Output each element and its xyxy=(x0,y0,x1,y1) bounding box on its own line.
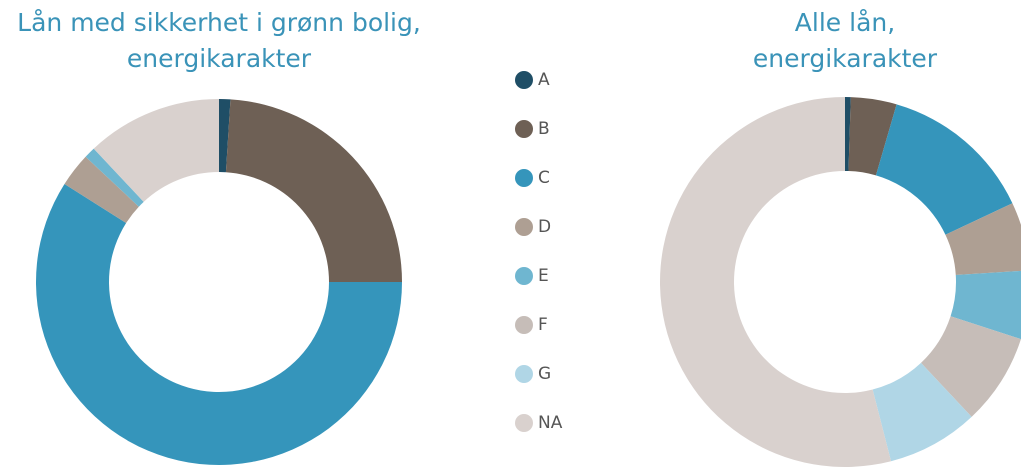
donut-segment xyxy=(872,362,972,462)
legend-label: F xyxy=(538,315,548,335)
donut-segment xyxy=(875,104,1013,235)
legend-label: C xyxy=(538,168,550,188)
donut-segment xyxy=(64,156,139,224)
donut-segment xyxy=(85,148,144,207)
donut-segment xyxy=(945,203,1021,276)
donut-segment xyxy=(225,99,402,282)
chart-title: Lån med sikkerhet i grønn bolig, xyxy=(17,8,421,37)
donut-segment xyxy=(219,99,231,173)
legend-swatch xyxy=(515,218,533,236)
legend-swatch xyxy=(515,169,533,187)
legend-label: A xyxy=(538,70,550,90)
donut-segment xyxy=(845,97,851,172)
donut-segment xyxy=(660,97,892,467)
legend-label: NA xyxy=(538,413,563,433)
legend-swatch xyxy=(515,120,533,138)
legend-swatch xyxy=(515,316,533,334)
donut-segment xyxy=(848,97,897,176)
legend-label: G xyxy=(538,364,551,384)
legend-swatch xyxy=(515,267,533,285)
donut-segment xyxy=(920,316,1021,417)
chart-title: energikarakter xyxy=(753,44,938,73)
donut-segment xyxy=(950,270,1021,340)
legend-label: D xyxy=(538,217,551,237)
legend-label: B xyxy=(538,119,550,139)
donut-segment xyxy=(93,99,219,202)
legend-swatch xyxy=(515,71,533,89)
legend-label: E xyxy=(538,266,549,286)
chart-title: energikarakter xyxy=(127,44,312,73)
donut-segment xyxy=(36,183,402,465)
chart-title: Alle lån, xyxy=(795,8,895,37)
legend-swatch xyxy=(515,414,533,432)
legend-swatch xyxy=(515,365,533,383)
